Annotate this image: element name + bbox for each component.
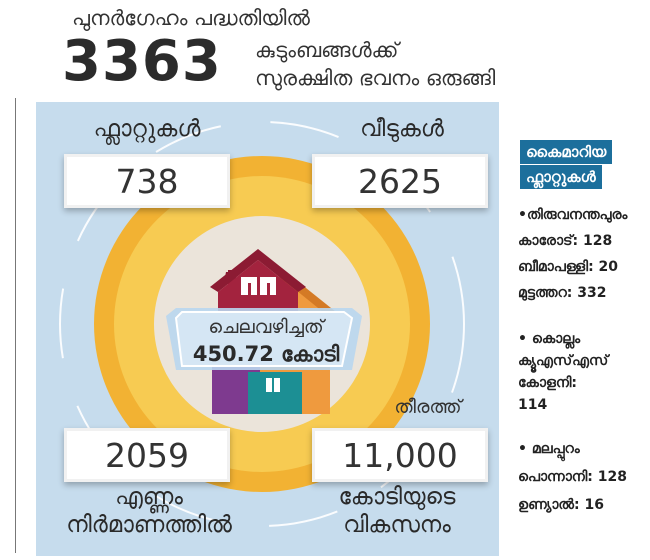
dashed-ring <box>59 121 465 527</box>
construction-value: 2059 <box>105 435 189 475</box>
coastal-value: 11,000 <box>342 435 458 475</box>
header-line-3: സുരക്ഷിത ഭവനം ഒരുങ്ങി <box>255 66 496 90</box>
sidebar-title-line1: കൈമാറിയ <box>520 140 613 164</box>
sidebar-item: മുട്ടത്തറ: 332 <box>518 285 607 301</box>
flats-value: 738 <box>115 161 179 201</box>
sidebar-group-tvm: •തിരുവനന്തപുരം കാരോട്: 128 ബീമാപള്ളി: 20… <box>518 206 627 302</box>
sidebar-item: കോളനി: <box>518 375 577 391</box>
sidebar-item: 114 <box>518 397 548 413</box>
infographic-art <box>59 121 465 527</box>
spent-value: 450.72 കോടി <box>192 342 340 366</box>
construction-label-line1: എണ്ണം <box>115 484 183 510</box>
houses-label: വീടുകൾ <box>360 116 444 142</box>
construction-label-line2: നിർമാണത്തിൽ <box>66 512 232 538</box>
sidebar-item: ബീമാപള്ളി: 20 <box>518 259 619 275</box>
flats-value-box: 738 <box>64 154 230 208</box>
infographic-panel: ഫ്ലാറ്റുകൾ 738 വീടുകൾ 2625 ചെലവഴിച്ചത് 4… <box>36 102 499 556</box>
sidebar-group-kollam: • കൊല്ലം ക്യൂഎസ്എസ് കോളനി: 114 <box>518 330 608 414</box>
sidebar-district: •തിരുവനന്തപുരം <box>518 207 628 223</box>
header-line-2: കുടുംബങ്ങൾക്ക് <box>255 38 399 62</box>
coastal-prefix-label: തീരത്ത് <box>394 396 462 418</box>
spent-label: ചെലവഴിച്ചത് <box>208 316 324 338</box>
houses-value: 2625 <box>358 161 442 201</box>
houses-value-box: 2625 <box>312 154 488 208</box>
sidebar-district: • മലപ്പുറം <box>518 441 580 457</box>
vertical-divider <box>15 98 16 553</box>
header-line-1: പുനർഗേഹം പദ്ധതിയിൽ <box>72 6 310 30</box>
sidebar-group-malappuram: • മലപ്പുറം പൊന്നാനി: 128 ഉണ്യാൽ: 16 <box>518 440 627 514</box>
flats-label: ഫ്ലാറ്റുകൾ <box>93 116 201 142</box>
center-banner <box>166 308 362 370</box>
sidebar-district: • കൊല്ലം <box>518 331 581 347</box>
sidebar-item: ഉണ്യാൽ: 16 <box>518 497 604 513</box>
header-total-number: 3363 <box>62 29 222 94</box>
sidebar-item: ക്യൂഎസ്എസ് <box>518 353 609 369</box>
coastal-value-box: 11,000 <box>312 428 488 482</box>
construction-value-box: 2059 <box>64 428 230 482</box>
sidebar-title-line2: ഫ്ലാറ്റുകൾ <box>520 165 602 189</box>
sidebar-item: കാരോട്: 128 <box>518 233 613 249</box>
sidebar-item: പൊന്നാനി: 128 <box>518 469 627 485</box>
coastal-label-line1: കോടിയുടെ <box>338 484 456 510</box>
coastal-label-line2: വികസനം <box>343 512 451 538</box>
